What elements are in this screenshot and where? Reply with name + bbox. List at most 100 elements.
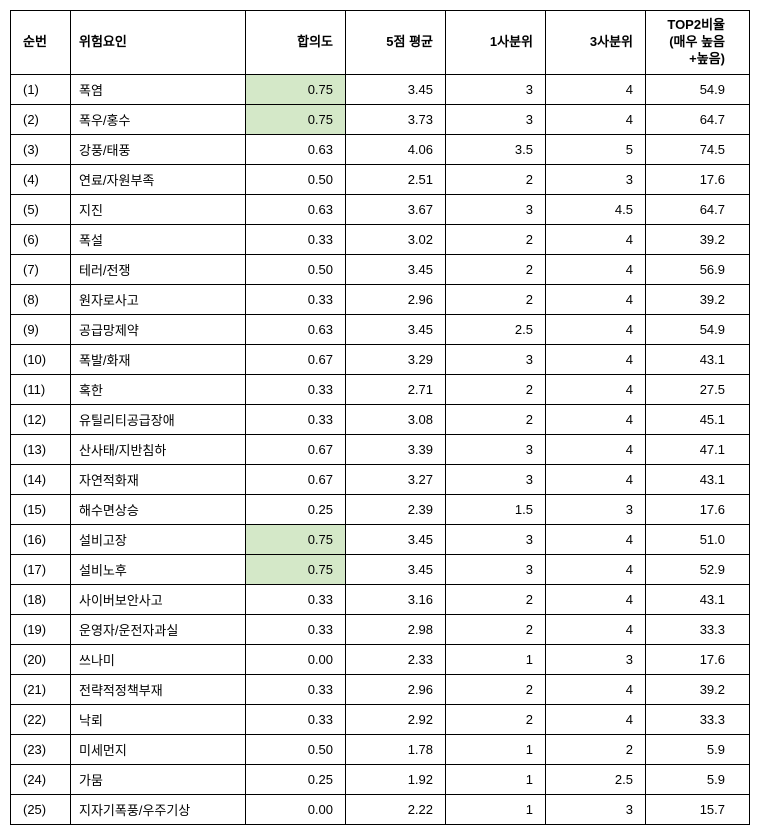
table-row: (12)유틸리티공급장애0.333.082445.1 <box>11 404 750 434</box>
cell-mean: 2.92 <box>346 704 446 734</box>
cell-rank: (22) <box>11 704 71 734</box>
cell-top2: 17.6 <box>646 164 750 194</box>
cell-q3: 4 <box>546 704 646 734</box>
cell-factor: 가뭄 <box>71 764 246 794</box>
table-row: (19)운영자/운전자과실0.332.982433.3 <box>11 614 750 644</box>
cell-rank: (15) <box>11 494 71 524</box>
cell-top2: 33.3 <box>646 704 750 734</box>
cell-q1: 3 <box>446 74 546 104</box>
table-row: (20)쓰나미0.002.331317.6 <box>11 644 750 674</box>
cell-consensus: 0.63 <box>246 194 346 224</box>
cell-rank: (2) <box>11 104 71 134</box>
cell-consensus: 0.63 <box>246 314 346 344</box>
table-row: (6)폭설0.333.022439.2 <box>11 224 750 254</box>
table-header-row: 순번 위험요인 합의도 5점 평균 1사분위 3사분위 TOP2비율 (매우 높… <box>11 11 750 75</box>
cell-factor: 설비노후 <box>71 554 246 584</box>
cell-top2: 64.7 <box>646 194 750 224</box>
cell-rank: (3) <box>11 134 71 164</box>
cell-factor: 연료/자원부족 <box>71 164 246 194</box>
cell-consensus: 0.67 <box>246 434 346 464</box>
cell-consensus: 0.33 <box>246 674 346 704</box>
cell-q3: 3 <box>546 644 646 674</box>
cell-q3: 3 <box>546 164 646 194</box>
cell-mean: 3.08 <box>346 404 446 434</box>
table-row: (3)강풍/태풍0.634.063.5574.5 <box>11 134 750 164</box>
cell-q1: 3.5 <box>446 134 546 164</box>
cell-q3: 4 <box>546 434 646 464</box>
cell-mean: 2.96 <box>346 674 446 704</box>
header-consensus: 합의도 <box>246 11 346 75</box>
cell-factor: 테러/전쟁 <box>71 254 246 284</box>
cell-q1: 1.5 <box>446 494 546 524</box>
cell-mean: 3.67 <box>346 194 446 224</box>
cell-consensus: 0.75 <box>246 524 346 554</box>
cell-q3: 4 <box>546 224 646 254</box>
cell-factor: 해수면상승 <box>71 494 246 524</box>
cell-q3: 4 <box>546 404 646 434</box>
cell-q3: 2.5 <box>546 764 646 794</box>
cell-mean: 1.78 <box>346 734 446 764</box>
cell-factor: 폭우/홍수 <box>71 104 246 134</box>
header-q3: 3사분위 <box>546 11 646 75</box>
cell-mean: 3.29 <box>346 344 446 374</box>
table-row: (22)낙뢰0.332.922433.3 <box>11 704 750 734</box>
table-row: (5)지진0.633.6734.564.7 <box>11 194 750 224</box>
table-body: (1)폭염0.753.453454.9(2)폭우/홍수0.753.733464.… <box>11 74 750 824</box>
table-row: (1)폭염0.753.453454.9 <box>11 74 750 104</box>
cell-consensus: 0.50 <box>246 734 346 764</box>
cell-consensus: 0.75 <box>246 554 346 584</box>
cell-mean: 3.45 <box>346 524 446 554</box>
cell-factor: 공급망제약 <box>71 314 246 344</box>
cell-q1: 2 <box>446 284 546 314</box>
cell-mean: 3.45 <box>346 74 446 104</box>
table-row: (24)가뭄0.251.9212.55.9 <box>11 764 750 794</box>
cell-mean: 3.27 <box>346 464 446 494</box>
cell-q3: 4 <box>546 374 646 404</box>
cell-consensus: 0.67 <box>246 464 346 494</box>
cell-q1: 2 <box>446 254 546 284</box>
table-row: (13)산사태/지반침하0.673.393447.1 <box>11 434 750 464</box>
cell-q1: 3 <box>446 434 546 464</box>
cell-q3: 4 <box>546 74 646 104</box>
cell-mean: 3.02 <box>346 224 446 254</box>
table-row: (10)폭발/화재0.673.293443.1 <box>11 344 750 374</box>
cell-consensus: 0.67 <box>246 344 346 374</box>
cell-factor: 쓰나미 <box>71 644 246 674</box>
cell-q1: 2 <box>446 704 546 734</box>
cell-q1: 2 <box>446 164 546 194</box>
cell-consensus: 0.33 <box>246 704 346 734</box>
cell-top2: 5.9 <box>646 764 750 794</box>
cell-top2: 15.7 <box>646 794 750 824</box>
cell-consensus: 0.00 <box>246 794 346 824</box>
cell-top2: 39.2 <box>646 674 750 704</box>
cell-rank: (11) <box>11 374 71 404</box>
cell-rank: (24) <box>11 764 71 794</box>
cell-top2: 47.1 <box>646 434 750 464</box>
cell-top2: 39.2 <box>646 224 750 254</box>
table-row: (7)테러/전쟁0.503.452456.9 <box>11 254 750 284</box>
cell-factor: 지진 <box>71 194 246 224</box>
cell-mean: 3.16 <box>346 584 446 614</box>
cell-q1: 2 <box>446 614 546 644</box>
cell-mean: 2.96 <box>346 284 446 314</box>
cell-q3: 3 <box>546 794 646 824</box>
cell-q3: 4 <box>546 674 646 704</box>
cell-rank: (13) <box>11 434 71 464</box>
cell-q1: 1 <box>446 644 546 674</box>
cell-q3: 5 <box>546 134 646 164</box>
cell-rank: (25) <box>11 794 71 824</box>
table-row: (14)자연적화재0.673.273443.1 <box>11 464 750 494</box>
cell-rank: (19) <box>11 614 71 644</box>
cell-rank: (4) <box>11 164 71 194</box>
cell-top2: 54.9 <box>646 314 750 344</box>
cell-consensus: 0.75 <box>246 74 346 104</box>
cell-mean: 1.92 <box>346 764 446 794</box>
cell-rank: (1) <box>11 74 71 104</box>
cell-q3: 4 <box>546 464 646 494</box>
cell-factor: 사이버보안사고 <box>71 584 246 614</box>
cell-factor: 운영자/운전자과실 <box>71 614 246 644</box>
cell-q1: 1 <box>446 734 546 764</box>
cell-rank: (9) <box>11 314 71 344</box>
cell-mean: 2.71 <box>346 374 446 404</box>
cell-mean: 3.45 <box>346 314 446 344</box>
